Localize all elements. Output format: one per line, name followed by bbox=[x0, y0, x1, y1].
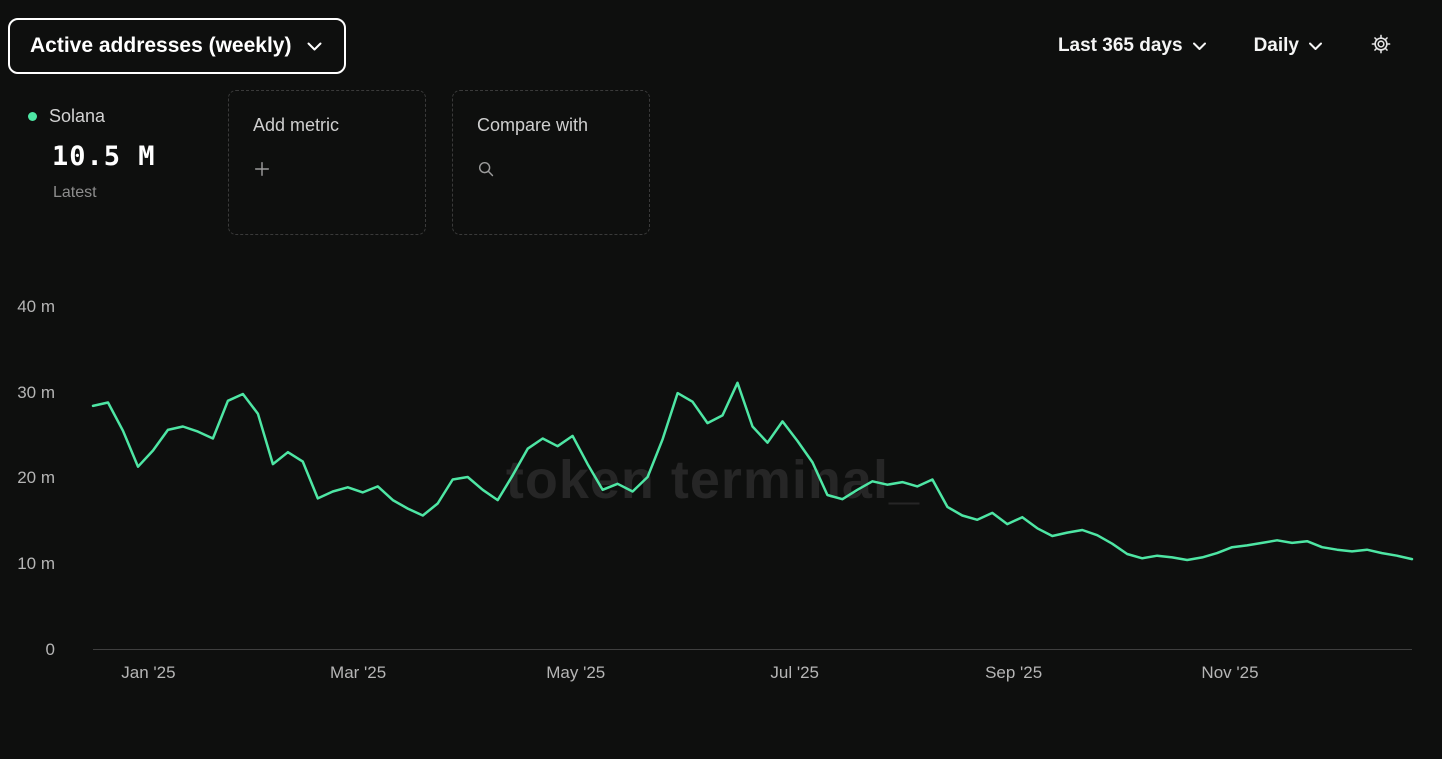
chart-plot[interactable]: token terminal_ Jan '25 Mar '25 May '25 Jul… bbox=[91, 281, 1414, 682]
add-metric-button[interactable]: Add metric bbox=[228, 90, 426, 235]
series-legend[interactable]: Solana 10.5 M Latest bbox=[28, 90, 228, 202]
date-range-dropdown[interactable]: Last 365 days bbox=[1058, 35, 1206, 57]
date-range-label: Last 365 days bbox=[1057, 35, 1183, 56]
search-icon bbox=[477, 160, 649, 183]
settings-button[interactable] bbox=[1370, 33, 1392, 60]
x-axis: Jan '25 Mar '25 May '25 Jul '25 Sep '25 Nov '… bbox=[93, 649, 1412, 689]
line-chart bbox=[91, 381, 1414, 562]
solana-series-line bbox=[91, 381, 1414, 562]
x-axis-label: Sep '25 bbox=[985, 663, 1043, 682]
series-color-dot bbox=[28, 112, 37, 121]
add-metric-label: Add metric bbox=[253, 115, 340, 135]
chart-area: 0 10 m 20 m 30 m 40 m token terminal_ Jan '2… bbox=[0, 281, 1442, 682]
compare-with-label: Compare with bbox=[477, 115, 589, 135]
compare-with-button[interactable]: Compare with bbox=[452, 90, 650, 235]
legend-row: Solana 10.5 M Latest Add metric Compare … bbox=[0, 74, 1442, 235]
dashboard: Active addresses (weekly) Last 365 days … bbox=[0, 0, 1442, 682]
x-axis-label: Mar '25 bbox=[330, 663, 387, 682]
y-axis-label: 20 m bbox=[17, 468, 55, 488]
metric-selector-dropdown[interactable]: Active addresses (weekly) bbox=[8, 18, 347, 74]
x-axis-label: Jul '25 bbox=[770, 663, 820, 682]
y-axis-label: 40 m bbox=[17, 296, 55, 316]
x-axis-label: Nov '25 bbox=[1201, 663, 1259, 682]
granularity-label: Daily bbox=[1253, 35, 1299, 56]
x-axis-label: May '25 bbox=[546, 663, 606, 682]
y-axis: 0 10 m 20 m 30 m 40 m bbox=[0, 281, 75, 659]
metric-selector-label: Active addresses (weekly) bbox=[30, 34, 292, 57]
topbar-right: Last 365 days Daily bbox=[1058, 33, 1392, 60]
watermark: token terminal_ bbox=[505, 449, 920, 510]
granularity-dropdown[interactable]: Daily bbox=[1254, 35, 1322, 57]
y-axis-label: 10 m bbox=[17, 554, 55, 574]
topbar: Active addresses (weekly) Last 365 days … bbox=[0, 0, 1442, 74]
latest-value: 10.5 M bbox=[52, 141, 156, 172]
y-axis-label: 0 bbox=[45, 640, 55, 659]
chevron-down-icon bbox=[1309, 35, 1322, 57]
plus-icon bbox=[253, 160, 425, 183]
chevron-down-icon bbox=[1192, 35, 1206, 57]
latest-caption: Latest bbox=[53, 184, 97, 201]
y-axis-label: 30 m bbox=[17, 382, 55, 402]
chevron-down-icon bbox=[307, 34, 322, 58]
series-name: Solana bbox=[49, 106, 106, 126]
gear-icon bbox=[1370, 34, 1392, 59]
x-axis-label: Jan '25 bbox=[121, 663, 176, 682]
